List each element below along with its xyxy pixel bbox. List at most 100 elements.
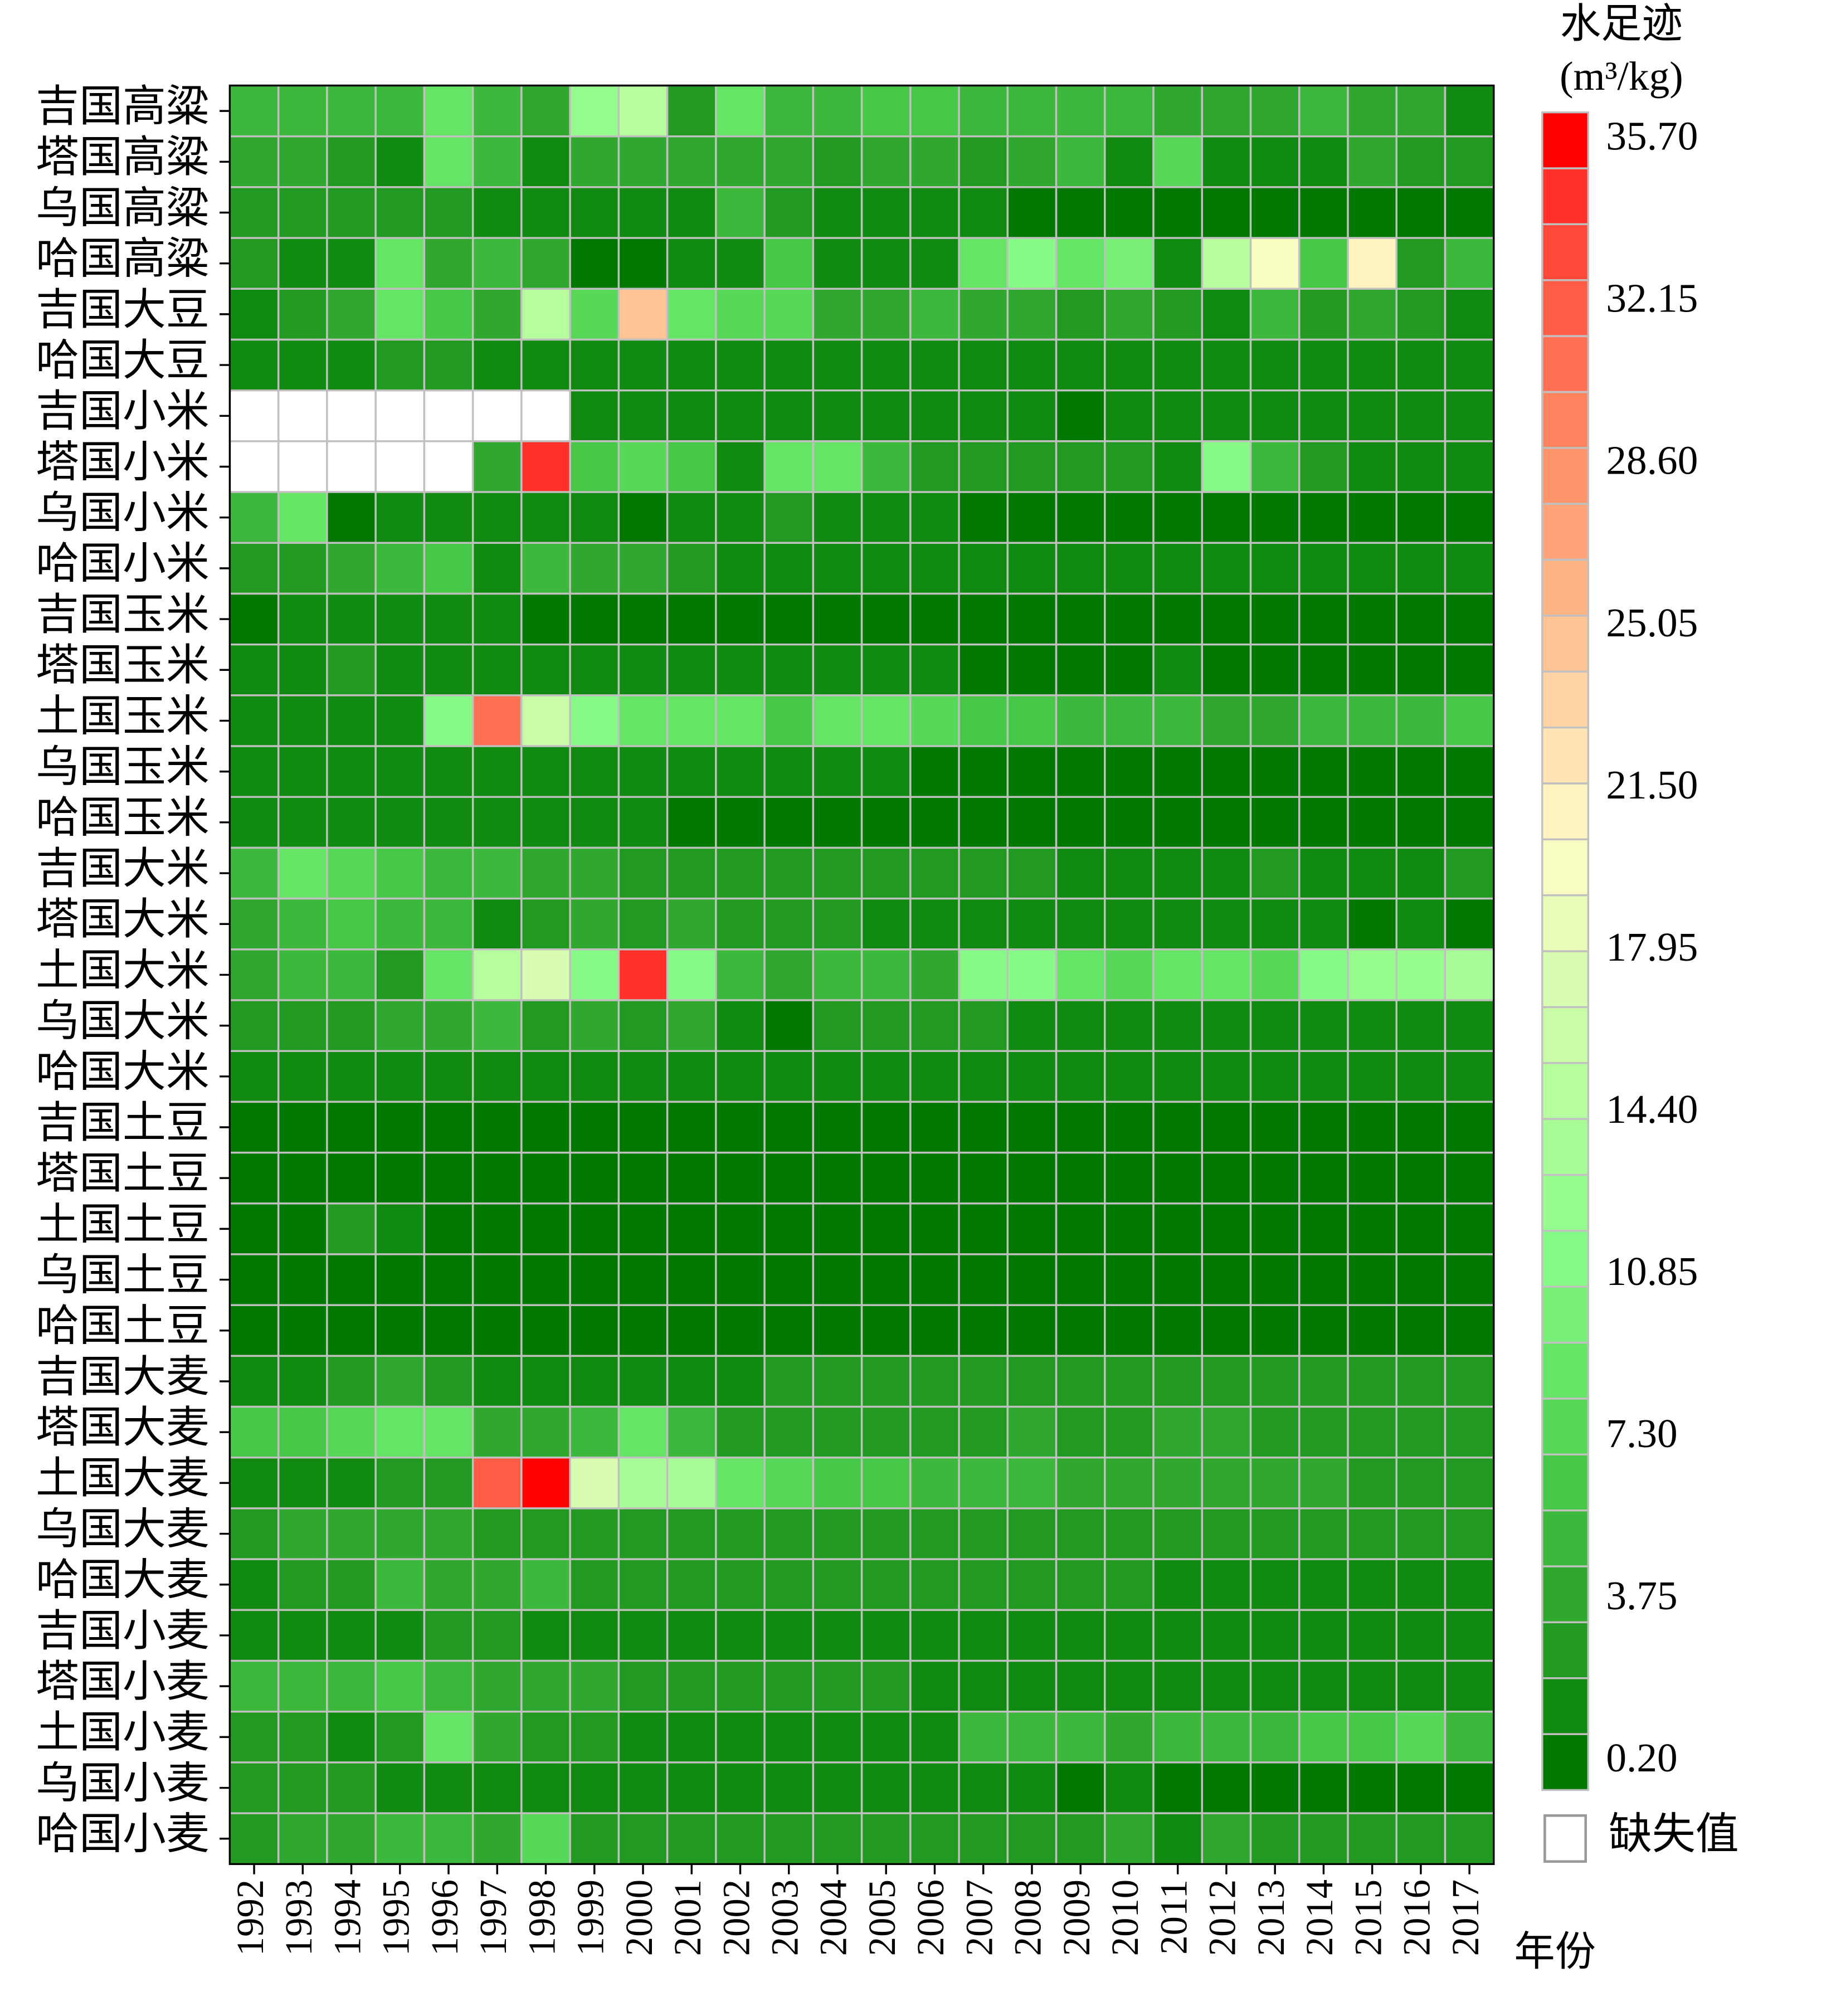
heatmap-cell — [666, 186, 717, 239]
heatmap-cell — [812, 694, 863, 747]
y-tick-label: 乌国小米 — [36, 489, 210, 537]
heatmap-cell — [617, 237, 669, 290]
heatmap-cell — [569, 846, 620, 900]
heatmap-cell — [1444, 135, 1495, 188]
colorbar-tick-label: 28.60 — [1606, 438, 1698, 483]
heatmap-cell — [228, 1457, 280, 1509]
heatmap-cell — [471, 1151, 523, 1205]
heatmap-cell — [1201, 1405, 1252, 1459]
heatmap-cell — [520, 1609, 571, 1662]
heatmap-cell — [715, 745, 766, 798]
heatmap-cell — [812, 745, 863, 798]
heatmap-cell — [1006, 491, 1058, 544]
heatmap-cell — [326, 1050, 377, 1103]
heatmap-cell — [1006, 288, 1058, 341]
heatmap-cell — [1347, 745, 1398, 798]
heatmap-cell — [520, 745, 571, 798]
heatmap-cell — [374, 1711, 426, 1764]
heatmap-cell — [1249, 1457, 1301, 1509]
heatmap-cell — [228, 338, 280, 392]
heatmap-cell — [326, 745, 377, 798]
heatmap-cell — [666, 1507, 717, 1560]
heatmap-cell — [326, 542, 377, 595]
heatmap-cell — [860, 237, 912, 290]
heatmap-cell — [1104, 84, 1155, 138]
y-tick-label: 土国玉米 — [36, 692, 210, 740]
x-tick-label: 1998 — [520, 1879, 563, 1956]
heatmap-cell — [569, 1507, 620, 1560]
heatmap-cell — [1201, 1457, 1252, 1509]
heatmap-cell — [1395, 948, 1446, 1001]
heatmap-cell — [1152, 1405, 1204, 1459]
colorbar-band — [1541, 1621, 1590, 1679]
missing-cell — [423, 440, 474, 493]
heatmap-cell — [326, 186, 377, 239]
heatmap-cell — [1152, 1659, 1204, 1713]
heatmap-cell — [520, 288, 571, 341]
heatmap-cell — [909, 1659, 960, 1713]
heatmap-cell — [617, 897, 669, 951]
x-tick-label: 2007 — [958, 1879, 1000, 1956]
heatmap-cell — [812, 1151, 863, 1205]
heatmap-cell — [617, 84, 669, 138]
heatmap-cell — [471, 897, 523, 951]
x-tick-label: 1994 — [326, 1879, 368, 1956]
heatmap-cell — [715, 389, 766, 442]
heatmap-cell — [1152, 542, 1204, 595]
heatmap-cell — [228, 1507, 280, 1560]
heatmap-cell — [569, 1050, 620, 1103]
heatmap-cell — [812, 999, 863, 1052]
heatmap-cell — [812, 186, 863, 239]
heatmap-cell — [326, 1659, 377, 1713]
heatmap-cell — [617, 1355, 669, 1408]
heatmap-cell — [812, 592, 863, 646]
heatmap-cell — [617, 1609, 669, 1662]
heatmap-cell — [471, 1304, 523, 1357]
heatmap-cell — [1347, 643, 1398, 697]
heatmap-cell — [228, 796, 280, 849]
heatmap-cell — [228, 1812, 280, 1866]
heatmap-cell — [763, 643, 815, 697]
heatmap-cell — [1347, 542, 1398, 595]
heatmap-cell — [569, 1558, 620, 1611]
heatmap-cell — [909, 1507, 960, 1560]
heatmap-cell — [326, 1202, 377, 1255]
colorbar-band — [1541, 782, 1590, 841]
heatmap-cell — [909, 135, 960, 188]
heatmap-cell — [909, 1304, 960, 1357]
heatmap-cell — [471, 1253, 523, 1306]
heatmap-cell — [228, 1050, 280, 1103]
y-tick-label: 塔国小米 — [36, 438, 210, 486]
heatmap-cell — [1395, 338, 1446, 392]
heatmap-cell — [1152, 440, 1204, 493]
colorbar-tick-label: 10.85 — [1606, 1249, 1698, 1294]
heatmap-cell — [1395, 1507, 1446, 1560]
heatmap-cell — [1347, 1812, 1398, 1866]
heatmap-cell — [1298, 237, 1349, 290]
heatmap-cell — [228, 542, 280, 595]
y-tick-label: 吉国土豆 — [36, 1099, 210, 1147]
heatmap-cell — [326, 1100, 377, 1154]
heatmap-cell — [1055, 1558, 1106, 1611]
heatmap-cell — [277, 1050, 328, 1103]
heatmap-cell — [569, 135, 620, 188]
colorbar-tick-label: 35.70 — [1606, 114, 1698, 159]
heatmap-cell — [471, 1100, 523, 1154]
x-tick-label: 2000 — [618, 1879, 660, 1956]
colorbar-title: 水足迹 — [1560, 1, 1683, 46]
heatmap-cell — [1444, 1202, 1495, 1255]
heatmap-cell — [1347, 1609, 1398, 1662]
heatmap-cell — [471, 1812, 523, 1866]
y-tick-label: 乌国土豆 — [36, 1251, 210, 1299]
heatmap-cell — [1055, 491, 1106, 544]
heatmap-cell — [520, 1355, 571, 1408]
heatmap-cell — [1298, 897, 1349, 951]
heatmap-cell — [1104, 135, 1155, 188]
heatmap-cell — [812, 1405, 863, 1459]
heatmap-cell — [423, 1711, 474, 1764]
heatmap-cell — [715, 1050, 766, 1103]
heatmap-cell — [1347, 1558, 1398, 1611]
heatmap-cell — [1298, 1405, 1349, 1459]
heatmap-cell — [569, 999, 620, 1052]
heatmap-cell — [860, 1304, 912, 1357]
